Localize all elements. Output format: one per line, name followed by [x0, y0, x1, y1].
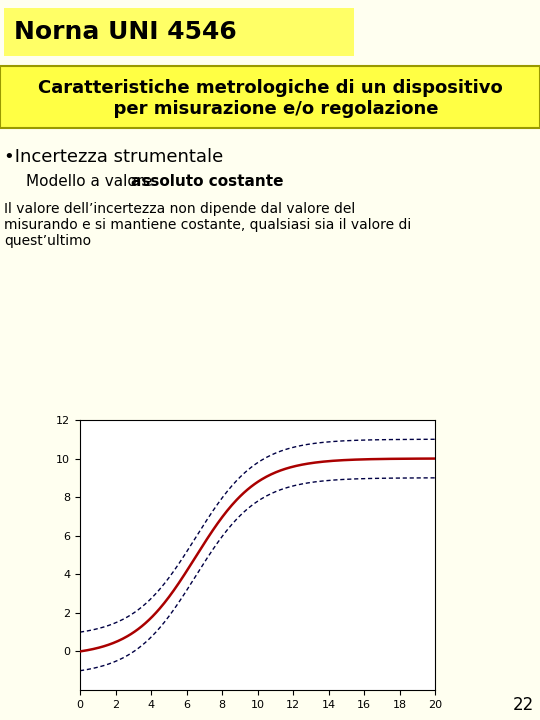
Text: •Incertezza strumentale: •Incertezza strumentale: [4, 148, 223, 166]
Text: Modello a valore: Modello a valore: [26, 174, 157, 189]
FancyBboxPatch shape: [0, 66, 540, 128]
FancyBboxPatch shape: [4, 8, 354, 56]
Text: Norna UNI 4546: Norna UNI 4546: [14, 20, 237, 44]
Text: per misurazione e/o regolazione: per misurazione e/o regolazione: [102, 99, 438, 117]
Text: 22: 22: [513, 696, 534, 714]
Text: Caratteristiche metrologiche di un dispositivo: Caratteristiche metrologiche di un dispo…: [38, 78, 502, 96]
Text: assoluto costante: assoluto costante: [131, 174, 284, 189]
Text: quest’ultimo: quest’ultimo: [4, 234, 91, 248]
Text: misurando e si mantiene costante, qualsiasi sia il valore di: misurando e si mantiene costante, qualsi…: [4, 218, 411, 232]
Text: Il valore dell’incertezza non dipende dal valore del: Il valore dell’incertezza non dipende da…: [4, 202, 355, 216]
